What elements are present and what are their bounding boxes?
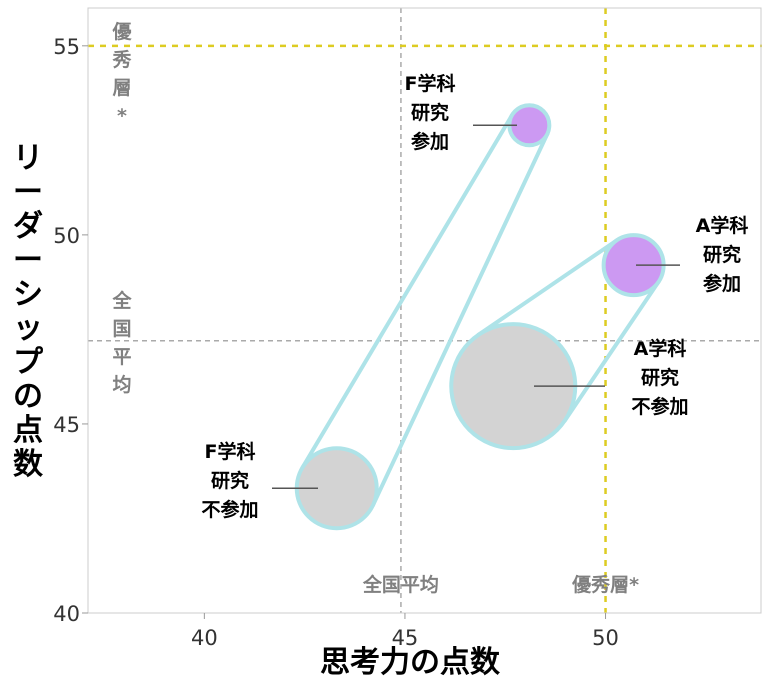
plot-frame (87, 7, 762, 614)
ref-label-x-2: 優秀層* (571, 573, 639, 596)
y-axis-title: リーダーシップの点数 (13, 141, 44, 482)
ref-label-y-1: 全国平均 (111, 289, 132, 396)
data-points (294, 103, 666, 531)
x-tick-label-2: 50 (592, 626, 619, 650)
ref-label-x-0: 全国平均 (362, 573, 439, 596)
connector-0-edge-1 (300, 112, 515, 470)
y-tick-label-0: 40 (53, 602, 80, 626)
connector-bands (300, 112, 661, 508)
y-tick-label-3: 55 (53, 35, 80, 59)
ref-label-y-3: 優秀層* (111, 20, 132, 127)
connector-0-edge-0 (370, 131, 550, 508)
point-label-0: F学科研究不参加 (201, 440, 258, 521)
point-label-1: F学科研究参加 (405, 72, 456, 153)
connector-1-edge-1 (476, 238, 619, 337)
x-tick-label-0: 40 (191, 626, 218, 650)
y-tick-label-2: 50 (53, 224, 80, 248)
axes: 40 45 50 40 45 50 55 思考力の点数 リーダーシップの点数 (13, 7, 762, 678)
connector-1-edge-0 (562, 279, 661, 423)
x-axis-title: 思考力の点数 (320, 645, 501, 678)
y-tick-label-1: 45 (53, 413, 80, 437)
point-label-3: A学科研究参加 (696, 214, 749, 295)
point-label-2: A学科研究不参加 (631, 337, 688, 418)
x-tick-label-1: 45 (392, 626, 419, 650)
